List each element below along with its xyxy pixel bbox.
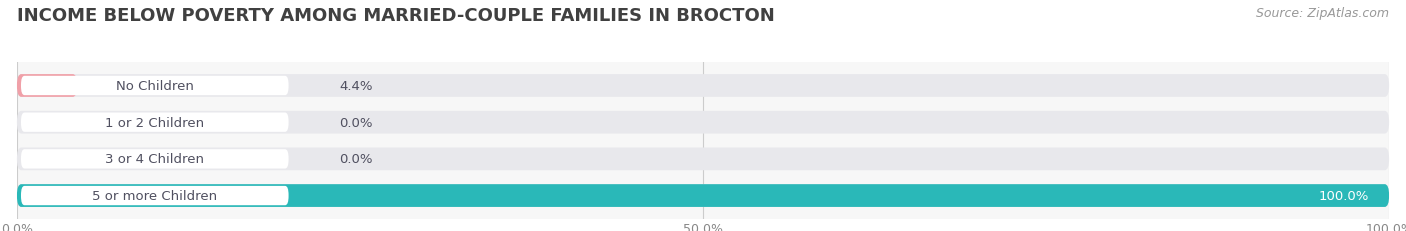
FancyBboxPatch shape [17,184,1389,207]
Text: Source: ZipAtlas.com: Source: ZipAtlas.com [1256,7,1389,20]
Text: 3 or 4 Children: 3 or 4 Children [105,153,204,166]
Text: 0.0%: 0.0% [339,116,373,129]
FancyBboxPatch shape [21,149,288,169]
FancyBboxPatch shape [17,75,77,97]
FancyBboxPatch shape [21,113,288,132]
Text: 5 or more Children: 5 or more Children [93,189,218,202]
Text: 1 or 2 Children: 1 or 2 Children [105,116,204,129]
Text: 0.0%: 0.0% [339,153,373,166]
Text: No Children: No Children [115,80,194,93]
FancyBboxPatch shape [21,186,288,205]
FancyBboxPatch shape [21,76,288,96]
FancyBboxPatch shape [17,184,1389,207]
Text: INCOME BELOW POVERTY AMONG MARRIED-COUPLE FAMILIES IN BROCTON: INCOME BELOW POVERTY AMONG MARRIED-COUPL… [17,7,775,25]
Text: 4.4%: 4.4% [339,80,373,93]
FancyBboxPatch shape [17,148,1389,170]
FancyBboxPatch shape [17,75,1389,97]
FancyBboxPatch shape [17,111,1389,134]
Text: 100.0%: 100.0% [1319,189,1368,202]
